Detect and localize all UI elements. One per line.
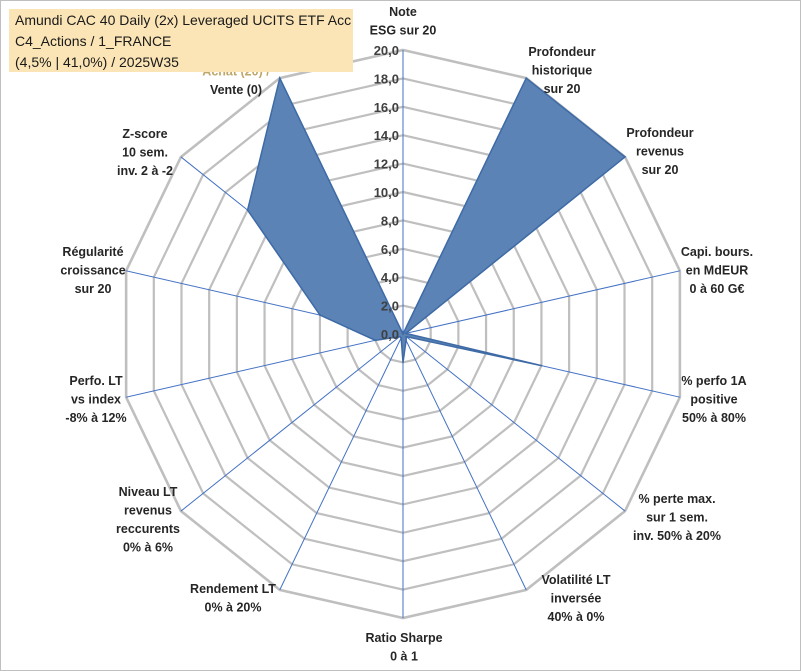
data-point-2: [624, 156, 626, 158]
axis-label-9-line-2: reccurents: [116, 522, 180, 536]
axis-label-2: Profondeur revenus sur 20: [626, 126, 693, 177]
axis-label-3: Capi. bours. en MdEUR 0 à 60 G€: [681, 245, 753, 296]
axis-label-7-line-1: 0 à 1: [390, 650, 418, 664]
axis-label-12-line-1: 10 sem.: [122, 146, 168, 160]
axis-label-2-line-1: revenus: [636, 145, 684, 159]
radar-axis-labels: Note ESG sur 20 Profondeur historique sur 20…: [60, 5, 753, 664]
axis-label-7-line-0: Ratio Sharpe: [365, 631, 442, 645]
axis-label-6-line-1: inversée: [551, 592, 602, 606]
tick-label-9: 18,0: [374, 71, 399, 86]
axis-label-9-line-1: revenus: [124, 504, 172, 518]
tick-label-5: 10,0: [374, 185, 399, 200]
axis-label-1-line-2: sur 20: [544, 82, 581, 96]
data-point-11: [319, 314, 321, 316]
axis-label-11-line-0: Régularité: [62, 245, 123, 259]
axis-label-10-line-2: -8% à 12%: [65, 411, 126, 425]
axis-label-0-line-0: Note: [389, 5, 417, 19]
title-line-3: (4,5% | 41,0%) / 2025W35: [15, 54, 179, 70]
axis-label-2-line-2: sur 20: [642, 163, 679, 177]
data-point-0: [402, 333, 404, 335]
tick-label-10: 20,0: [374, 43, 399, 58]
data-point-10: [374, 339, 377, 342]
axis-label-4: % perfo 1A positive 50% à 80%: [681, 374, 746, 425]
axis-label-0: Note ESG sur 20: [370, 5, 437, 38]
data-point-13: [278, 77, 281, 79]
axis-label-5-line-1: sur 1 sem.: [646, 511, 708, 525]
axis-label-10-line-0: Perfo. LT: [69, 374, 123, 388]
title-line-1: Amundi CAC 40 Daily (2x) Leveraged UCITS…: [15, 12, 352, 28]
axis-label-6-line-0: Volatilité LT: [542, 573, 611, 587]
axis-label-1: Profondeur historique sur 20: [528, 45, 595, 96]
axis-label-8-line-1: 0% à 20%: [205, 601, 262, 615]
axis-label-11: Régularité croissance sur 20: [60, 245, 125, 296]
data-point-3: [404, 332, 407, 335]
axis-label-12-line-2: inv. 2 à -2: [117, 164, 173, 178]
radar-series: [246, 75, 627, 367]
tick-label-0: 0,0: [381, 327, 399, 342]
spoke-8: [279, 333, 404, 591]
axis-label-9-line-0: Niveau LT: [119, 485, 178, 499]
axis-label-8: Rendement LT 0% à 20%: [190, 582, 276, 615]
data-point-1: [525, 77, 528, 79]
axis-label-9: Niveau LT revenus reccurents 0% à 6%: [116, 485, 180, 555]
axis-label-13-line-2: Vente (0): [210, 83, 262, 97]
axis-label-0-line-1: ESG sur 20: [370, 24, 437, 38]
data-point-4: [540, 364, 543, 367]
axis-label-12: Z-score 10 sem. inv. 2 à -2: [117, 127, 173, 178]
data-point-9: [398, 335, 401, 338]
tick-label-7: 14,0: [374, 128, 399, 143]
spoke-10: [126, 333, 404, 398]
data-point-6: [405, 339, 407, 342]
tick-label-1: 2,0: [381, 299, 399, 314]
tick-label-2: 4,0: [381, 270, 399, 285]
spoke-6: [402, 333, 527, 591]
axis-label-4-line-0: % perfo 1A: [681, 374, 746, 388]
axis-label-3-line-1: en MdEUR: [686, 264, 749, 278]
axis-label-7: Ratio Sharpe 0 à 1: [365, 631, 442, 664]
tick-label-3: 6,0: [381, 242, 399, 257]
axis-label-6: Volatilité LT inversée 40% à 0%: [542, 573, 611, 624]
title-line-2: C4_Actions / 1_FRANCE: [15, 33, 172, 49]
axis-label-4-line-1: positive: [690, 393, 737, 407]
axis-label-6-line-2: 40% à 0%: [548, 610, 605, 624]
axis-label-11-line-1: croissance: [60, 264, 125, 278]
axis-label-10: Perfo. LT vs index -8% à 12%: [65, 374, 126, 425]
data-point-5: [405, 335, 408, 338]
tick-label-6: 12,0: [374, 157, 399, 172]
axis-label-11-line-2: sur 20: [75, 282, 112, 296]
chart-title-box: Amundi CAC 40 Daily (2x) Leveraged UCITS…: [9, 9, 353, 72]
radar-tick-labels: 0,0 2,0 4,0 6,0 8,0 10,0 12,0 14,0 16,0 18,0 20,0: [374, 43, 399, 342]
axis-label-9-line-3: 0% à 6%: [123, 541, 173, 555]
axis-label-3-line-2: 0 à 60 G€: [690, 282, 745, 296]
axis-label-1-line-0: Profondeur: [528, 45, 595, 59]
axis-label-8-line-0: Rendement LT: [190, 582, 276, 596]
data-point-12: [246, 209, 249, 211]
axis-label-5: % perte max. sur 1 sem. inv. 50% à 20%: [633, 492, 721, 543]
data-point-8: [400, 337, 402, 339]
data-point-7: [402, 361, 404, 364]
spoke-5: [402, 333, 626, 512]
axis-label-12-line-0: Z-score: [122, 127, 167, 141]
spoke-9: [180, 333, 404, 512]
axis-label-2-line-0: Profondeur: [626, 126, 693, 140]
tick-label-4: 8,0: [381, 213, 399, 228]
tick-label-8: 16,0: [374, 100, 399, 115]
axis-label-5-line-2: inv. 50% à 20%: [633, 529, 721, 543]
axis-label-1-line-1: historique: [532, 64, 592, 78]
spoke-3: [402, 270, 680, 335]
axis-label-4-line-2: 50% à 80%: [682, 411, 746, 425]
axis-label-5-line-0: % perte max.: [638, 492, 715, 506]
axis-label-3-line-0: Capi. bours.: [681, 245, 753, 259]
axis-label-10-line-1: vs index: [71, 393, 121, 407]
